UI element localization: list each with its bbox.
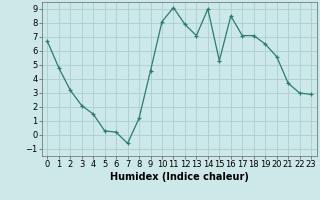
X-axis label: Humidex (Indice chaleur): Humidex (Indice chaleur) xyxy=(110,172,249,182)
